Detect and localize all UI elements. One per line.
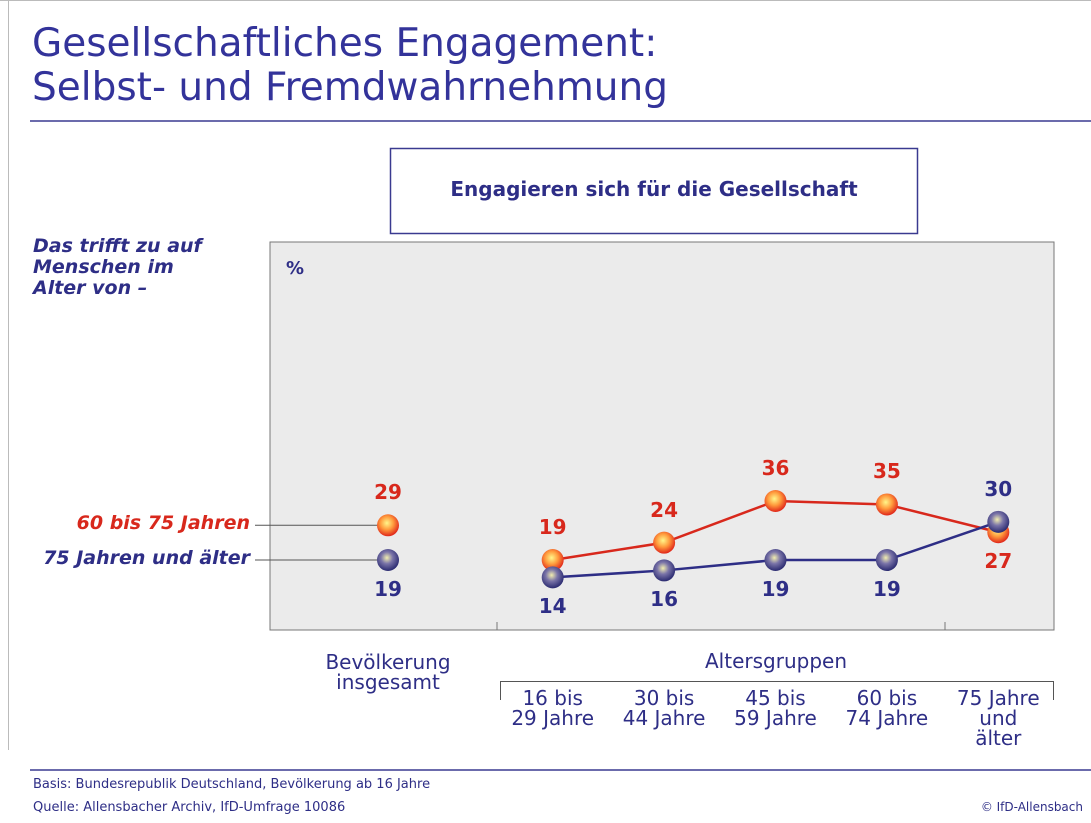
side-note: Das trifft zu auf Menschen im Alter von … [33,235,202,299]
group-label: Altersgruppen [705,649,847,673]
point [653,559,676,582]
y-unit: % [286,258,305,279]
point [764,489,787,512]
point [653,531,676,554]
point [377,549,399,572]
value-label: 19 [538,515,567,540]
point [764,549,787,572]
value-label: 16 [650,587,679,612]
x-tick-label: 75 Jahre und älter [956,686,1040,750]
value-label: 30 [984,476,1013,501]
footer-source: Quelle: Allensbacher Archiv, IfD-Umfrage… [33,800,346,815]
value-label: 29 [374,480,402,505]
value-label: 14 [538,594,567,619]
value-label: 24 [650,497,679,522]
point [987,510,1010,533]
footer-copyright: © IfD-Allensbach [980,800,1083,814]
x-tick-label: Bevölkerung insgesamt [325,650,451,694]
point [541,549,564,572]
point [541,566,564,589]
value-label: 19 [761,577,790,602]
point [875,549,898,572]
point [377,514,399,537]
subtitle-box [389,147,919,235]
x-tick-label: 60 bis 74 Jahre [845,686,929,730]
value-label: 35 [872,459,901,484]
value-label: 19 [872,577,901,602]
legend-entry: 60 bis 75 Jahren [76,512,250,535]
x-tick-label: 30 bis 44 Jahre [622,686,706,730]
group-bracket [500,681,1054,700]
chart-title: Engagieren sich für die Gesellschaft [450,177,858,201]
point [875,493,898,516]
value-label: 36 [761,455,790,480]
legend-entry: 75 Jahren und älter [43,547,250,570]
page-title: Gesellschaftliches Engagement: Selbst- u… [32,21,668,110]
footer-basis: Basis: Bundesrepublik Deutschland, Bevöl… [33,777,431,792]
value-label: 19 [374,577,402,602]
value-label: 27 [984,549,1013,574]
x-tick-label: 45 bis 59 Jahre [734,686,817,730]
x-tick-label: 16 bis 29 Jahre [511,686,595,730]
